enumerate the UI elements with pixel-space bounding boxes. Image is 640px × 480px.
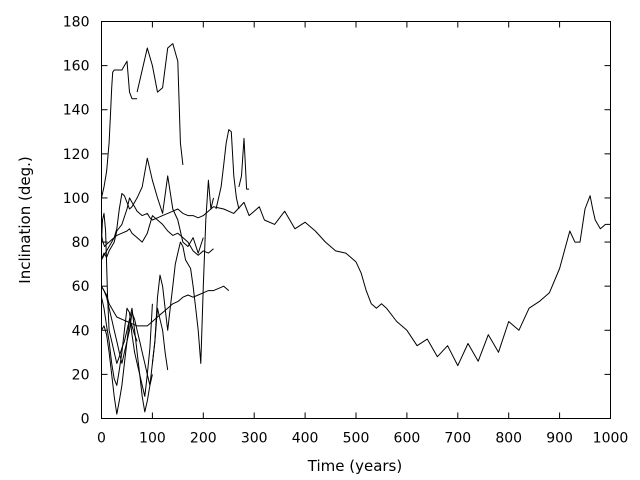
x-tick-label: 100 bbox=[139, 431, 166, 447]
x-tick-label: 200 bbox=[190, 431, 217, 447]
series-line-12 bbox=[238, 137, 250, 190]
y-axis-label: Inclination (deg.) bbox=[16, 156, 34, 283]
x-tick-label: 800 bbox=[495, 431, 522, 447]
y-tick-label: 60 bbox=[72, 279, 90, 295]
x-axis-label: Time (years) bbox=[307, 457, 402, 475]
y-tick-label: 0 bbox=[81, 412, 90, 428]
series-line-9 bbox=[101, 307, 153, 415]
x-tick-label: 500 bbox=[343, 431, 370, 447]
y-tick-label: 180 bbox=[63, 15, 90, 31]
series-line-7 bbox=[101, 297, 153, 397]
ticks-layer: 0 100 200 300 400 500 600 700 800 900 1000 0 20 40 60 8… bbox=[63, 15, 629, 447]
x-tick-label: 700 bbox=[444, 431, 471, 447]
y-tick-label: 160 bbox=[63, 59, 90, 75]
series-line-10 bbox=[151, 179, 214, 364]
series-line-11 bbox=[215, 129, 240, 210]
y-tick-label: 40 bbox=[72, 323, 90, 339]
y-tick-label: 100 bbox=[63, 191, 90, 207]
series-line-13 bbox=[101, 212, 138, 364]
x-tick-label: 300 bbox=[241, 431, 268, 447]
series-line-2 bbox=[101, 285, 230, 327]
series-line-4 bbox=[101, 157, 204, 254]
x-tick-label: 0 bbox=[97, 431, 106, 447]
series-line-5 bbox=[101, 60, 138, 199]
y-tick-label: 140 bbox=[63, 103, 90, 119]
x-tick-label: 900 bbox=[546, 431, 573, 447]
x-tick-label: 400 bbox=[292, 431, 319, 447]
y-tick-label: 80 bbox=[72, 235, 90, 251]
series-layer bbox=[101, 43, 611, 415]
x-tick-label: 600 bbox=[394, 431, 421, 447]
series-line-1 bbox=[101, 195, 611, 367]
series-line-6 bbox=[136, 43, 184, 165]
x-tick-label: 1000 bbox=[593, 431, 629, 447]
series-line-3 bbox=[101, 215, 214, 260]
plot-frame bbox=[101, 21, 611, 419]
y-tick-label: 20 bbox=[72, 367, 90, 383]
y-tick-label: 120 bbox=[63, 147, 90, 163]
